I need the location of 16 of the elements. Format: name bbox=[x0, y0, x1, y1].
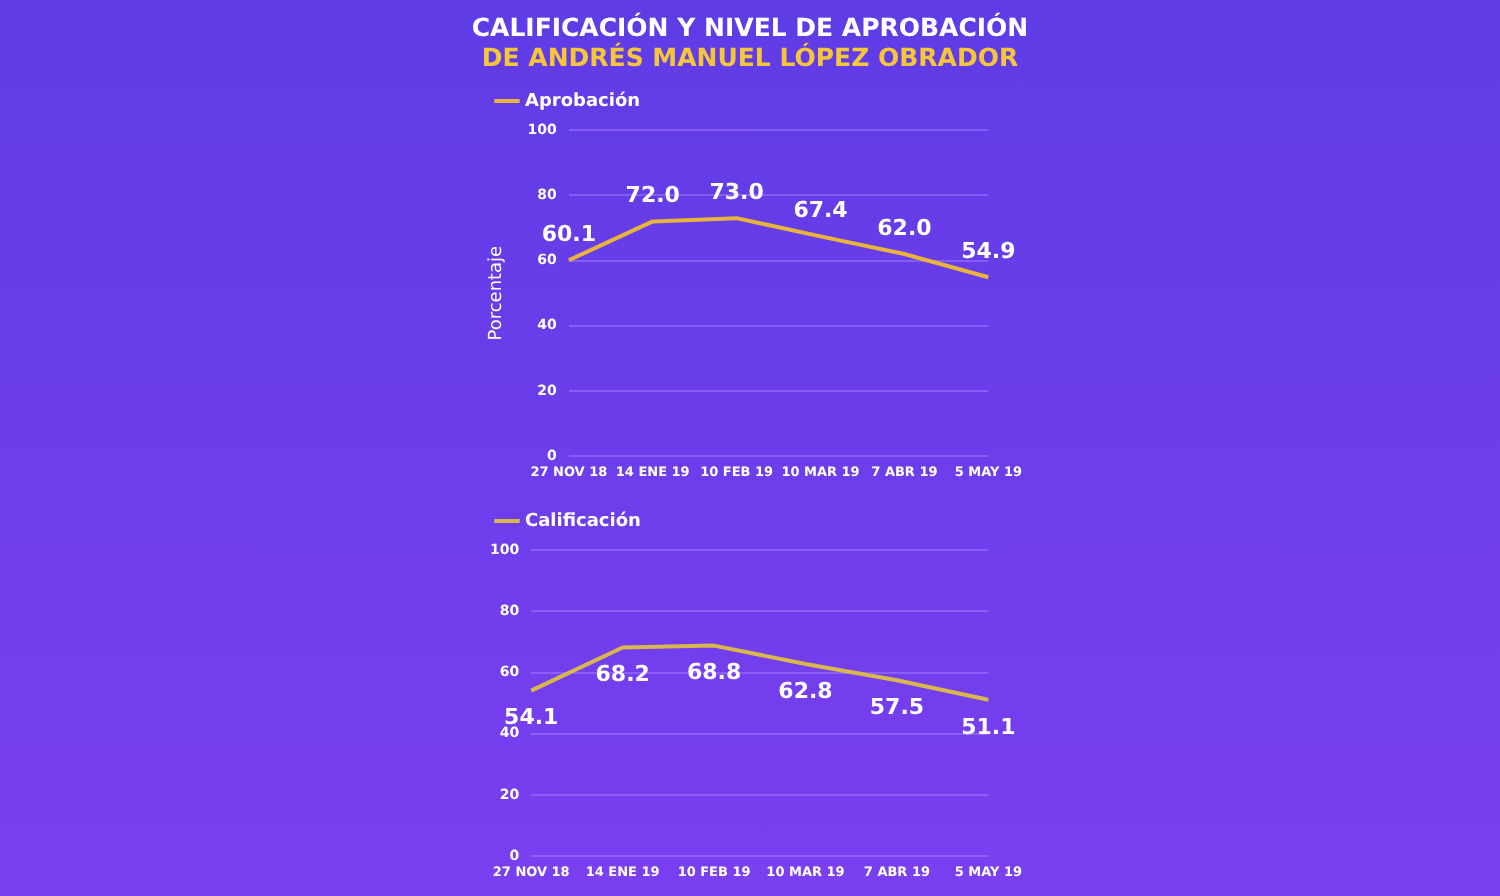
data-label: 68.2 bbox=[595, 661, 650, 688]
data-label: 67.4 bbox=[793, 197, 849, 224]
y-axis-title: Porcentaje bbox=[487, 244, 508, 341]
data-label: 73.0 bbox=[709, 178, 765, 205]
chart-title: CALIFICACIÓN Y NIVEL DE APROBACIÓN bbox=[470, 10, 1030, 42]
legend-label: Calificación bbox=[525, 509, 641, 532]
data-label: 62.0 bbox=[877, 214, 933, 241]
data-label: 54.9 bbox=[961, 237, 1016, 264]
data-label: 72.0 bbox=[625, 182, 681, 209]
data-label: 68.8 bbox=[686, 659, 742, 686]
data-label: 62.8 bbox=[778, 677, 833, 704]
data-label: 60.1 bbox=[541, 220, 596, 247]
data-label: 57.5 bbox=[869, 693, 925, 720]
legend-label: Aprobación bbox=[525, 89, 641, 112]
data-label: 51.1 bbox=[961, 713, 1016, 740]
chart-subtitle: DE ANDRÉS MANUEL LÓPEZ OBRADOR bbox=[479, 42, 1021, 72]
